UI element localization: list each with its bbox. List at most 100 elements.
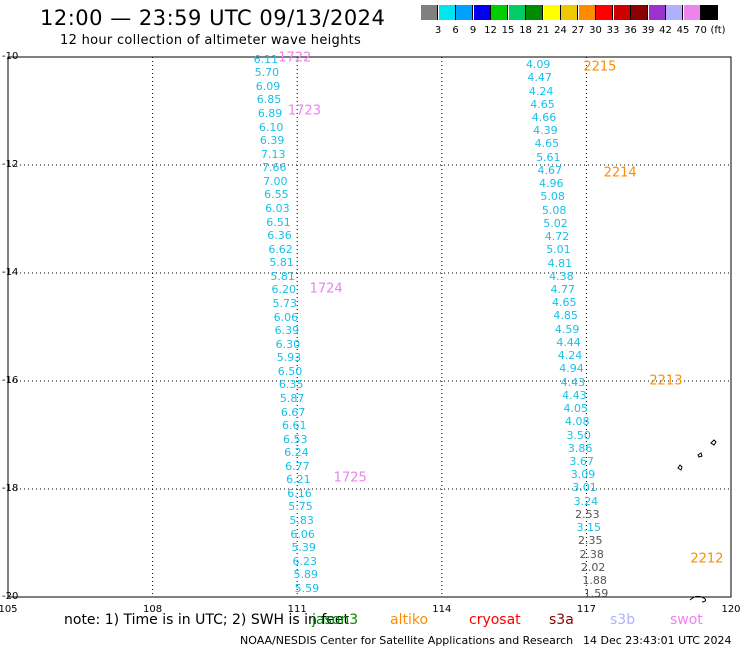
wave-height-value: 5.75 <box>288 500 313 514</box>
wave-height-value: 6.35 <box>278 378 304 392</box>
wave-height-value: 7.66 <box>262 161 287 175</box>
wave-height-value: 4.24 <box>557 349 583 363</box>
island-outline <box>697 452 703 458</box>
colorbar-swatch <box>666 5 683 20</box>
wave-height-value: 4.47 <box>527 71 552 85</box>
wave-height-value: 5.61 <box>536 150 561 164</box>
wave-height-value: 6.30 <box>275 337 301 351</box>
legend-s3a: s3a <box>549 612 574 628</box>
wave-height-value: 6.09 <box>255 79 281 93</box>
wave-height-value: 6.10 <box>258 120 284 134</box>
wave-height-value: 3.09 <box>570 468 596 482</box>
latitude-tick-label: -12 <box>2 159 19 170</box>
colorbar-label: 39 <box>641 25 655 36</box>
wave-height-value: 4.77 <box>550 283 576 296</box>
colorbar-swatch <box>543 5 561 20</box>
colorbar-label: 30 <box>589 25 602 36</box>
wave-height-value: 4.05 <box>563 402 589 416</box>
wave-height-value: 4.96 <box>538 177 564 191</box>
wave-height-value: 5.70 <box>254 66 280 80</box>
wave-height-value: 3.67 <box>569 455 594 468</box>
wave-height-value: 7.00 <box>263 174 288 188</box>
wave-height-value: 6.77 <box>285 459 310 473</box>
map-title: 12:00 — 23:59 UTC 09/13/2024 <box>40 6 386 30</box>
wave-height-value: 6.53 <box>283 432 308 446</box>
legend-s3b: s3b <box>610 612 636 628</box>
wave-height-value: 6.62 <box>268 242 293 256</box>
wave-height-value: 5.08 <box>540 190 565 204</box>
wave-height-value: 4.67 <box>537 163 563 177</box>
wave-height-value: 6.03 <box>265 201 290 215</box>
latitude-tick-label: -14 <box>2 267 19 278</box>
map-border <box>7 56 732 598</box>
wave-height-value: 4.38 <box>549 269 574 283</box>
legend-swot: swot <box>670 612 703 628</box>
wave-height-value: 5.83 <box>289 514 314 528</box>
wave-height-value: 5.89 <box>293 568 319 582</box>
wave-height-value: 4.66 <box>531 111 557 125</box>
wave-height-value: 7.13 <box>260 147 286 161</box>
wave-height-value: 6.36 <box>267 229 292 243</box>
legend-altiko: altiko <box>390 612 429 628</box>
wave-height-value: 6.21 <box>286 473 311 487</box>
colorbar-swatch <box>473 5 491 20</box>
wave-height-value: 4.72 <box>544 230 570 244</box>
colorbar-label: 9 <box>469 25 477 36</box>
colorbar-swatch <box>596 5 613 20</box>
wave-height-value: 6.51 <box>266 215 291 229</box>
pass-time-label: 2212 <box>690 551 724 567</box>
wave-height-value: 6.20 <box>271 283 296 297</box>
longitude-tick-label: 120 <box>721 604 740 615</box>
wave-height-value: 4.65 <box>534 137 560 151</box>
colorbar-swatch <box>421 5 438 20</box>
wave-height-value: 6.23 <box>292 554 317 568</box>
wave-height-value: 2.53 <box>575 507 600 521</box>
coastline-outline <box>689 595 707 603</box>
wave-height-value: 6.39 <box>274 324 300 338</box>
colorbar-label: 27 <box>571 25 585 36</box>
wave-height-value: 4.08 <box>564 415 590 429</box>
island-outline <box>710 439 717 446</box>
wave-height-value: 6.61 <box>281 419 307 433</box>
wave-height-value: 5.93 <box>276 351 302 365</box>
longitude-tick-label: 108 <box>143 604 163 615</box>
pass-time-label: 1724 <box>309 281 343 297</box>
pass-time-label: 2215 <box>583 59 617 75</box>
wave-height-value: 4.81 <box>547 256 573 270</box>
wave-height-value: 2.02 <box>580 560 606 574</box>
pass-time-label: 1722 <box>278 50 312 66</box>
colorbar-swatch <box>508 5 526 20</box>
colorbar-swatch <box>578 5 596 20</box>
wave-height-value: 4.24 <box>528 84 554 98</box>
colorbar-swatch <box>491 5 508 20</box>
wave-height-value: 5.08 <box>541 203 567 217</box>
wave-height-value: 4.85 <box>553 309 578 323</box>
wave-height-value: 6.50 <box>277 364 303 378</box>
colorbar-label: 36 <box>624 25 637 36</box>
wave-height-value: 5.02 <box>543 216 568 230</box>
wave-height-value: 4.65 <box>551 296 577 310</box>
pass-time-label: 2213 <box>649 373 683 389</box>
colorbar-label: (ft) <box>710 25 726 36</box>
wave-height-value: 5.39 <box>291 541 316 555</box>
wave-height-value: 2.38 <box>579 547 604 561</box>
wave-height-value: 6.67 <box>280 405 306 419</box>
wave-height-value: 3.50 <box>566 428 591 442</box>
footnote: note: 1) Time is in UTC; 2) SWH is in fe… <box>64 612 350 628</box>
pass-time-label: 1725 <box>333 470 367 486</box>
wave-height-value: 4.59 <box>554 322 580 336</box>
latitude-tick-label: -16 <box>2 375 19 386</box>
wave-height-value: 6.06 <box>290 527 315 541</box>
wave-height-value: 6.39 <box>259 134 285 148</box>
colorbar-swatch <box>701 5 718 20</box>
wave-height-value: 1.59 <box>583 587 609 601</box>
wave-height-value: 4.09 <box>525 58 551 72</box>
colorbar-swatch <box>683 5 701 20</box>
wave-height-value: 3.24 <box>573 494 599 508</box>
colorbar-swatch <box>561 5 578 20</box>
wave-height-value: 6.89 <box>257 106 283 120</box>
wave-height-value: 6.55 <box>264 188 289 202</box>
latitude-tick-label: -20 <box>2 591 19 602</box>
island-outline <box>677 464 683 471</box>
